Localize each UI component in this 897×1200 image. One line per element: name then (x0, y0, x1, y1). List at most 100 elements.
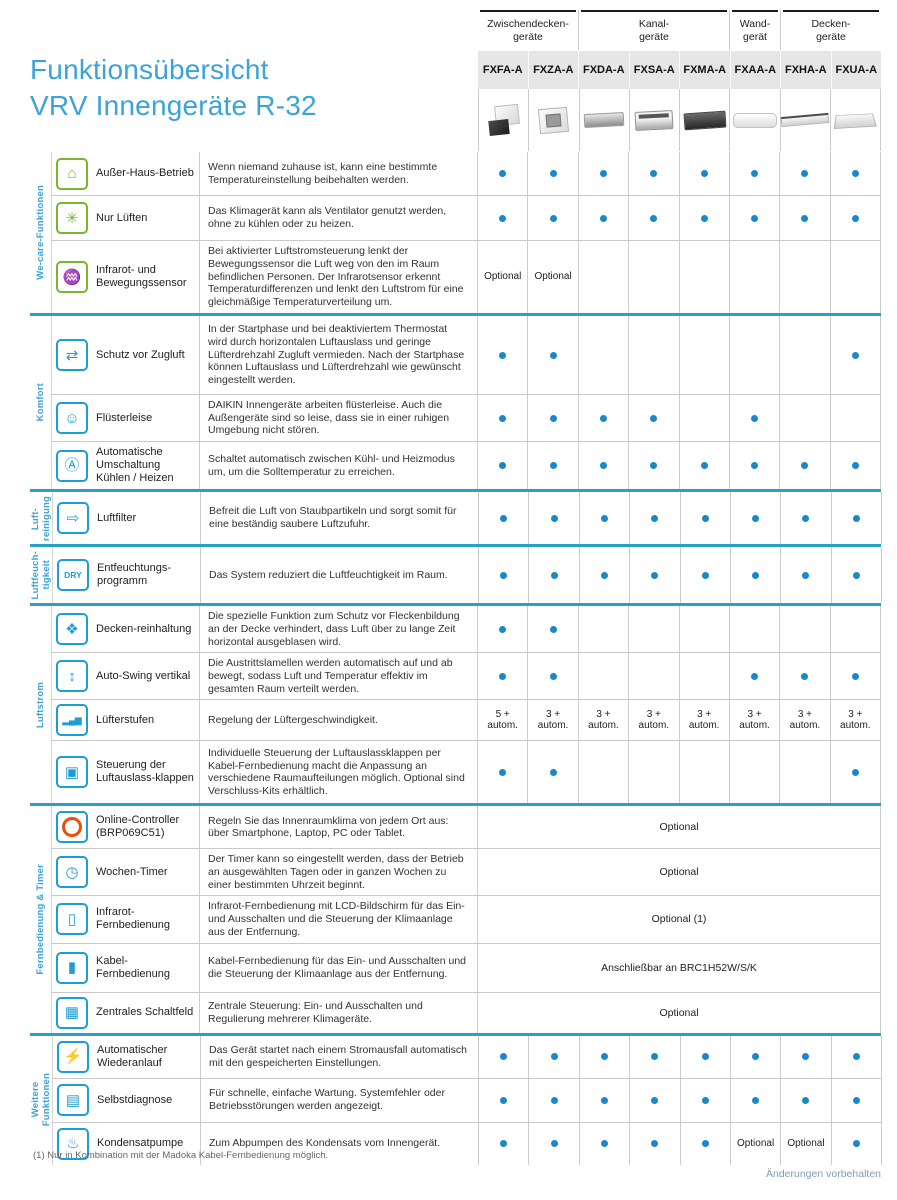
feature-dot (549, 351, 557, 359)
icon-glyph: ✳ (65, 209, 79, 227)
feature-row: ⚡ Automatischer Wiederanlauf Das Gerät sta… (52, 1035, 881, 1078)
feature-description: Die Austrittslamellen werden automatisch… (199, 653, 477, 700)
availability-cell (628, 606, 678, 653)
feature-description: Infrarot-Fernbedienung mit LCD-Bildschir… (199, 896, 477, 943)
availability-cell (477, 316, 527, 394)
feature-dot (701, 514, 709, 522)
feature-dot (650, 414, 658, 422)
availability-cell (779, 196, 829, 240)
feature-dot (500, 1140, 508, 1148)
group-label-text: We-care-Funktionen (35, 185, 46, 280)
availability-cell (578, 1122, 629, 1165)
availability-cell (829, 395, 880, 442)
description-text: DAIKIN Innengeräte arbeiten flüsterleise… (208, 399, 450, 437)
description-text: Befreit die Luft von Staubpartikeln und … (209, 505, 457, 531)
changes-note: Änderungen vorbehalten (765, 1168, 881, 1180)
availability-cell (527, 442, 577, 490)
feature-dot (752, 1096, 760, 1104)
group-label: Luftfeuch- tigkeit (30, 547, 52, 603)
feature-row: ✳ Nur Lüften Das Klimagerät kann als Venti… (51, 195, 880, 240)
feature-dot (752, 1053, 760, 1061)
feature-row: ⌂ Außer-Haus-Betrieb Wenn niemand zuhause … (51, 152, 880, 195)
availability-cell (678, 152, 729, 195)
cassette-fully-flat-image (538, 106, 570, 134)
availability-cell (527, 395, 577, 442)
central-control-icon: ▦ (56, 996, 88, 1029)
availability-cell (528, 1035, 578, 1078)
column-group-label: Decken- geräte (811, 18, 851, 43)
description-text: Zentrale Steuerung: Ein- und Ausschalten… (208, 999, 423, 1025)
availability-cell (628, 653, 678, 700)
group-divider (30, 1032, 881, 1036)
feature-name: Zentrales Schaltfeld (96, 1006, 194, 1019)
group-label: Fernbedienung & Timer (30, 806, 51, 1032)
condensate-pump-icon: ♨ (57, 1127, 89, 1160)
icon-glyph: ▂▄▆ (62, 715, 82, 726)
feature-dot (549, 672, 557, 680)
feature-description: Die spezielle Funktion zum Schutz vor Fl… (199, 606, 477, 653)
feature-dot (802, 514, 810, 522)
footnote: (1) Nur in Kombination mit der Madoka Ka… (33, 1150, 329, 1161)
group-label-text: Komfort (35, 383, 46, 422)
feature-cell: ⌂ Außer-Haus-Betrieb (51, 152, 199, 195)
availability-cell (528, 547, 578, 604)
feature-row: ❖ Decken-reinhaltung Die spezielle Funktio… (51, 606, 880, 653)
availability-cell (577, 442, 628, 490)
icon-glyph: ☺ (64, 409, 80, 427)
availability-cell (477, 196, 527, 240)
model-name: FXZA-A (527, 51, 578, 89)
product-image-cell (528, 89, 578, 151)
feature-name: Nur Lüften (96, 211, 148, 224)
availability-cell: 3 + autom. (829, 700, 880, 741)
feature-dot (550, 1140, 558, 1148)
availability-span-cell: Optional (477, 992, 880, 1033)
feature-description: Bei aktivierter Luftstromsteuerung lenkt… (199, 241, 477, 313)
feature-dot (751, 672, 759, 680)
function-group: Komfort ⇄ Schutz vor Zugluft In der Startph… (30, 316, 881, 490)
feature-cell: Online-Controller (BRP069C51) (51, 806, 199, 849)
availability-cell (779, 152, 829, 195)
feature-dot (752, 514, 760, 522)
feature-dot (852, 514, 860, 522)
availability-cell (829, 442, 880, 490)
availability-cell (729, 492, 780, 545)
group-label: Weitere Funktionen (30, 1036, 52, 1165)
feature-dot (500, 1096, 508, 1104)
availability-cell (577, 606, 628, 653)
availability-cell (628, 316, 678, 394)
column-group-label: Wand- gerät (739, 18, 771, 43)
feature-cell: DRY Entfeuchtungs-programm (52, 547, 200, 604)
feature-dot (599, 214, 607, 222)
online-controller-icon (56, 811, 88, 844)
feature-dot (801, 170, 809, 177)
availability-text: 5 + autom. (487, 708, 518, 732)
column-group-label: Kanal- geräte (638, 18, 670, 43)
availability-span-cell: Optional (1) (477, 896, 880, 943)
availability-cell: 5 + autom. (477, 700, 527, 741)
column-group-label: Zwischendecken- geräte (487, 18, 569, 43)
feature-name: Decken-reinhaltung (96, 622, 192, 635)
group-divider (30, 803, 881, 807)
feature-dot (499, 672, 507, 680)
availability-cell (528, 1122, 578, 1165)
feature-name: Schutz vor Zugluft (96, 348, 185, 361)
page-title: Funktionsübersicht VRV Innengeräte R-32 (30, 52, 317, 124)
availability-cell (527, 316, 577, 394)
feature-dot (499, 625, 507, 633)
icon-glyph: DRY (64, 569, 82, 580)
availability-text: Optional (787, 1137, 825, 1149)
availability-cell (678, 653, 729, 700)
feature-dot (549, 414, 557, 422)
feature-row: ⇨ Luftfilter Befreit die Luft von Staubpar… (52, 492, 881, 545)
availability-cell (830, 1078, 881, 1122)
feature-cell: ▮ Kabel-Fernbedienung (51, 943, 199, 992)
availability-cell (679, 492, 730, 545)
medium-duct-image (634, 109, 674, 131)
product-image-row (478, 89, 881, 151)
availability-cell (477, 741, 527, 804)
feature-name: Selbstdiagnose (97, 1093, 173, 1106)
flap-control-icon: ▣ (56, 756, 88, 789)
icon-glyph: Ⓐ (64, 457, 80, 475)
auto-changeover-icon: Ⓐ (56, 449, 88, 482)
availability-cell (780, 492, 830, 545)
